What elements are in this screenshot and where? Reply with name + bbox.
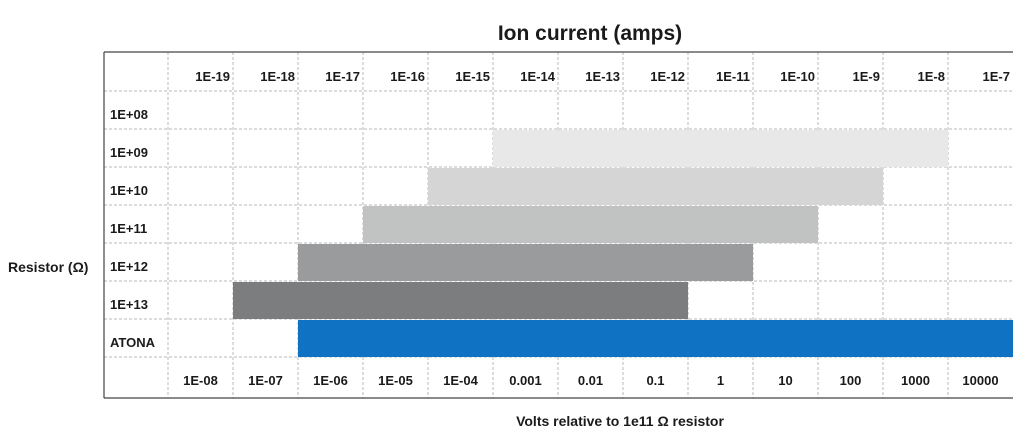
- current-tick-label: 1E-17: [325, 69, 360, 84]
- range-bar: [298, 244, 753, 281]
- current-tick-label: 1E-9: [853, 69, 880, 84]
- resistor-row-label: 1E+10: [110, 183, 148, 198]
- current-tick-label: 1E-13: [585, 69, 620, 84]
- volt-tick-label: 1E-05: [378, 373, 413, 388]
- current-tick-label: 1E-8: [918, 69, 945, 84]
- volt-tick-label: 0.001: [509, 373, 542, 388]
- volt-tick-label: 0.01: [578, 373, 603, 388]
- current-tick-label: 1E-15: [455, 69, 490, 84]
- current-tick-label: 1E-18: [260, 69, 295, 84]
- resistor-row-label: 1E+08: [110, 107, 148, 122]
- current-tick-label: 1E-7: [983, 69, 1010, 84]
- current-tick-label: 1E-14: [520, 69, 555, 84]
- current-tick-label: 1E-12: [650, 69, 685, 84]
- volt-tick-label: 1E-08: [183, 373, 218, 388]
- volt-tick-label: 100: [840, 373, 862, 388]
- current-tick-label: 1E-11: [716, 69, 750, 84]
- volt-tick-label: 10: [778, 373, 792, 388]
- current-tick-label: 1E-19: [195, 69, 230, 84]
- resistor-row-label: ATONA: [110, 335, 156, 350]
- volt-tick-label: 1000: [901, 373, 930, 388]
- resistor-row-label: 1E+12: [110, 259, 148, 274]
- resistor-row-label: 1E+13: [110, 297, 148, 312]
- current-tick-label: 1E-16: [390, 69, 425, 84]
- range-bar: [233, 282, 688, 319]
- x-axis-label: Volts relative to 1e11 Ω resistor: [516, 413, 724, 429]
- volt-tick-label: 0.1: [646, 373, 664, 388]
- volt-tick-label: 1E-07: [248, 373, 283, 388]
- current-tick-label: 1E-10: [780, 69, 815, 84]
- volt-tick-label: 1E-06: [313, 373, 348, 388]
- resistor-row-label: 1E+09: [110, 145, 148, 160]
- resistor-row-label: 1E+11: [110, 221, 147, 236]
- volt-tick-label: 1: [717, 373, 724, 388]
- range-bar: [363, 206, 818, 243]
- volt-tick-label: 10000: [962, 373, 998, 388]
- y-axis-label: Resistor (Ω): [8, 259, 89, 275]
- volt-tick-label: 1E-04: [443, 373, 478, 388]
- range-bar: [428, 168, 883, 205]
- chart-title: Ion current (amps): [497, 22, 683, 45]
- range-bar: [493, 130, 948, 167]
- range-bar: [298, 320, 1013, 357]
